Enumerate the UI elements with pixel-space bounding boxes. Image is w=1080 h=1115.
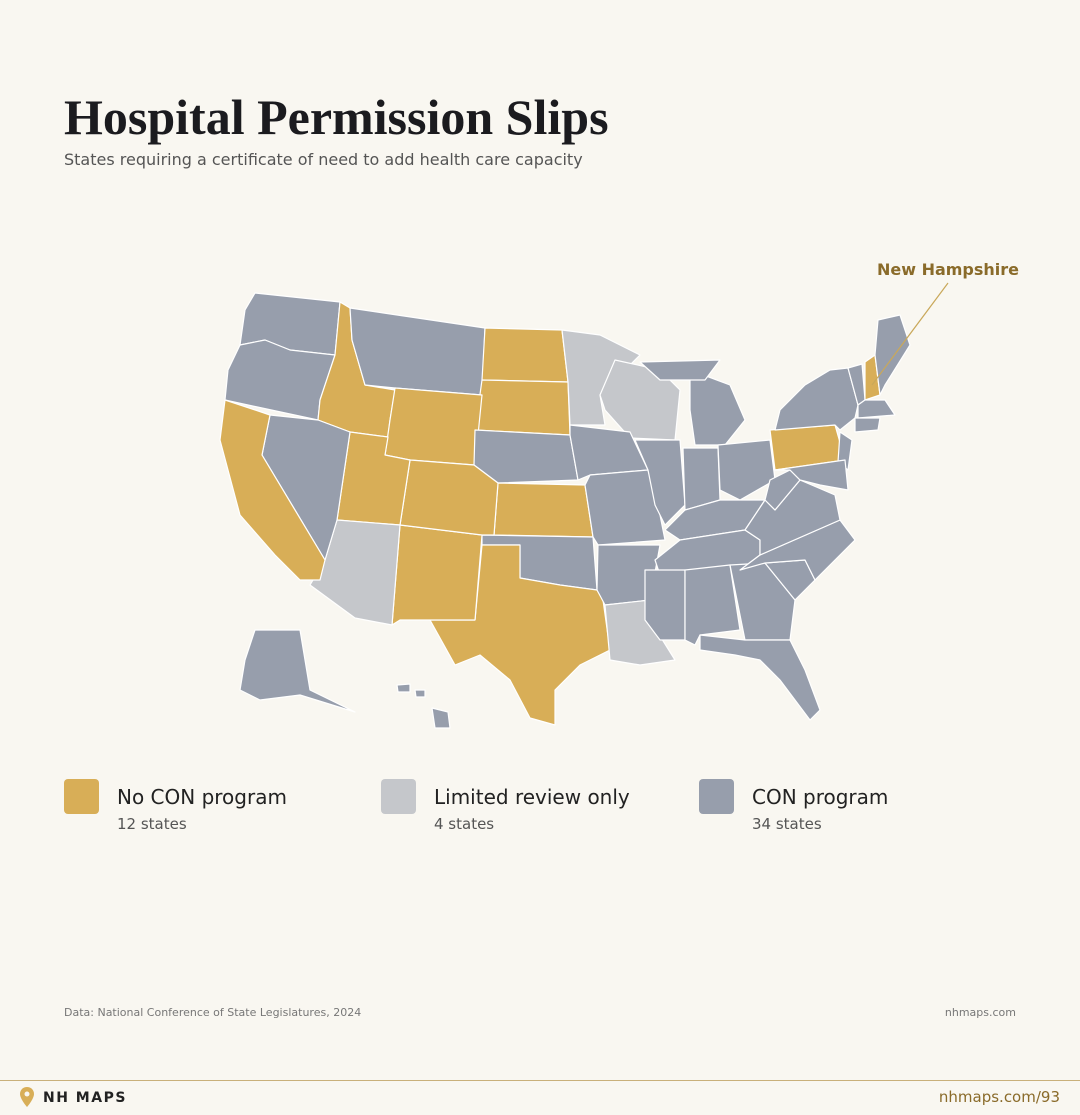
brand-link[interactable]: nhmaps.com/93 <box>938 1088 1060 1106</box>
state <box>634 439 686 526</box>
legend-label: CON program <box>752 785 889 809</box>
state <box>473 429 579 484</box>
brand-icon <box>20 1087 34 1107</box>
state <box>384 387 483 466</box>
state <box>689 369 746 446</box>
state <box>857 399 896 419</box>
legend-count: 4 states <box>434 815 495 833</box>
state <box>474 379 571 436</box>
subtitle: States requiring a certificate of need t… <box>64 150 583 169</box>
legend-label: No CON program <box>117 785 287 809</box>
state <box>391 524 483 626</box>
brand: NH MAPS <box>43 1090 127 1106</box>
legend-swatch <box>381 779 416 814</box>
map: New Hampshire <box>219 260 1019 729</box>
state <box>774 367 859 431</box>
states <box>219 292 911 729</box>
state <box>431 707 451 729</box>
state <box>639 359 721 381</box>
state <box>682 447 721 511</box>
state <box>854 417 881 433</box>
state <box>493 482 594 538</box>
title: Hospital Permission Slips <box>64 89 609 145</box>
legend-swatch <box>64 779 99 814</box>
state <box>774 459 849 491</box>
source: Data: National Conference of State Legis… <box>64 1006 362 1019</box>
legend-count: 34 states <box>752 815 822 833</box>
annotation: New Hampshire <box>877 260 1019 279</box>
site: nhmaps.com <box>944 1006 1016 1019</box>
state <box>239 629 356 713</box>
state <box>764 469 801 511</box>
state <box>699 634 821 721</box>
state <box>429 544 611 726</box>
leader-line <box>871 282 949 386</box>
state <box>349 307 486 396</box>
state <box>874 314 911 396</box>
state <box>644 569 686 641</box>
state <box>561 329 641 426</box>
legend-count: 12 states <box>117 815 187 833</box>
legend-swatch <box>699 779 734 814</box>
state <box>717 439 776 501</box>
state <box>414 689 426 698</box>
state <box>481 327 569 383</box>
state <box>684 564 741 646</box>
legend-label: Limited review only <box>434 785 630 809</box>
state <box>396 683 411 693</box>
divider <box>0 1080 1080 1081</box>
state <box>219 399 326 581</box>
state <box>399 459 499 536</box>
